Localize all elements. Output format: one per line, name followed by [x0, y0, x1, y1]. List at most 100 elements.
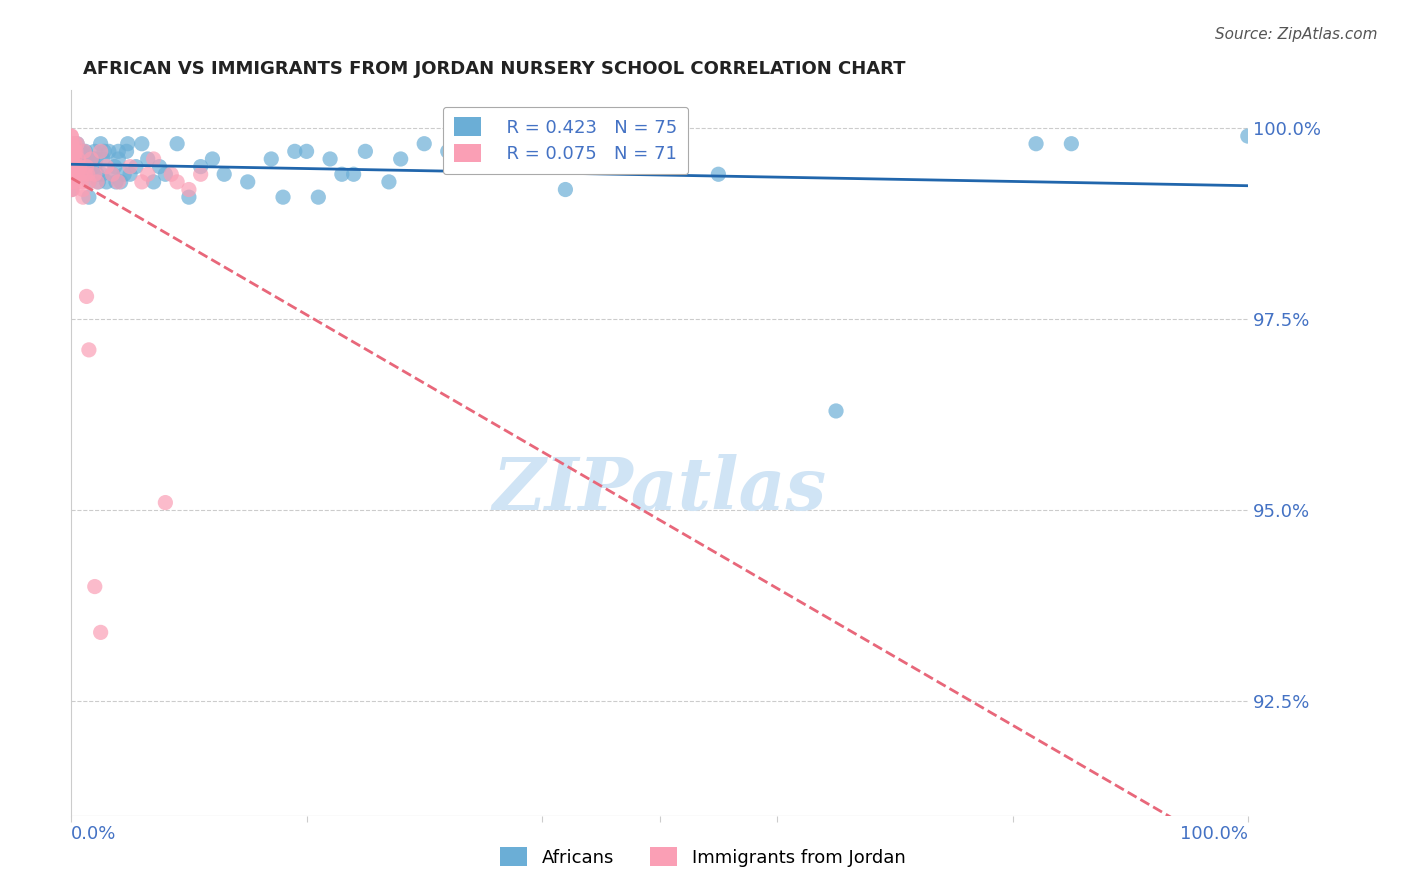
Africans — [131, 136, 153, 151]
Africans — [69, 145, 91, 159]
Africans — [110, 175, 132, 189]
Africans — [75, 145, 97, 159]
Immigrants from Jordan — [76, 160, 98, 174]
Africans — [530, 152, 553, 166]
Africans — [378, 175, 401, 189]
Africans — [107, 145, 129, 159]
Immigrants from Jordan — [90, 145, 112, 159]
Immigrants from Jordan — [60, 145, 83, 159]
Immigrants from Jordan — [76, 167, 98, 181]
Africans — [319, 152, 342, 166]
Immigrants from Jordan — [62, 167, 84, 181]
Africans — [82, 152, 104, 166]
Africans — [648, 160, 671, 174]
Immigrants from Jordan — [69, 160, 91, 174]
Immigrants from Jordan — [60, 152, 83, 166]
Africans — [343, 167, 366, 181]
Africans — [72, 160, 94, 174]
Immigrants from Jordan — [63, 136, 86, 151]
Africans — [707, 167, 730, 181]
Immigrants from Jordan — [63, 145, 86, 159]
Africans — [330, 167, 353, 181]
Immigrants from Jordan — [62, 175, 84, 189]
Immigrants from Jordan — [83, 167, 105, 181]
Africans — [97, 145, 120, 159]
Africans — [825, 404, 848, 418]
Immigrants from Jordan — [136, 167, 159, 181]
Africans — [76, 167, 98, 181]
Africans — [72, 145, 94, 159]
Africans — [104, 160, 127, 174]
Immigrants from Jordan — [60, 167, 83, 181]
Immigrants from Jordan — [60, 160, 83, 174]
Immigrants from Jordan — [60, 175, 83, 189]
Africans — [236, 175, 259, 189]
Immigrants from Jordan — [73, 145, 96, 159]
Immigrants from Jordan — [75, 167, 97, 181]
Africans — [307, 190, 329, 204]
Africans — [436, 145, 458, 159]
Africans — [77, 160, 100, 174]
Immigrants from Jordan — [60, 145, 83, 159]
Immigrants from Jordan — [62, 182, 84, 196]
Africans — [201, 152, 224, 166]
Africans — [66, 136, 89, 151]
Immigrants from Jordan — [72, 182, 94, 196]
Immigrants from Jordan — [77, 175, 100, 189]
Africans — [177, 190, 200, 204]
Africans — [83, 160, 105, 174]
Immigrants from Jordan — [63, 152, 86, 166]
Immigrants from Jordan — [76, 289, 98, 303]
Immigrants from Jordan — [60, 136, 83, 151]
Africans — [77, 175, 100, 189]
Immigrants from Jordan — [62, 152, 84, 166]
Immigrants from Jordan — [166, 175, 188, 189]
Africans — [75, 152, 97, 166]
Immigrants from Jordan — [62, 145, 84, 159]
Africans — [389, 152, 412, 166]
Africans — [112, 167, 135, 181]
Africans — [155, 167, 177, 181]
Africans — [77, 190, 100, 204]
Africans — [212, 167, 235, 181]
Africans — [60, 152, 83, 166]
Africans — [413, 136, 436, 151]
Immigrants from Jordan — [60, 167, 83, 181]
Immigrants from Jordan — [190, 167, 212, 181]
Immigrants from Jordan — [60, 167, 83, 181]
Africans — [60, 182, 83, 196]
Immigrants from Jordan — [86, 175, 108, 189]
Immigrants from Jordan — [66, 136, 89, 151]
Africans — [87, 175, 110, 189]
Immigrants from Jordan — [60, 145, 83, 159]
Immigrants from Jordan — [177, 182, 200, 196]
Immigrants from Jordan — [160, 167, 183, 181]
Africans — [190, 160, 212, 174]
Immigrants from Jordan — [67, 152, 90, 166]
Africans — [136, 152, 159, 166]
Africans — [120, 167, 142, 181]
Immigrants from Jordan — [65, 145, 87, 159]
Africans — [83, 145, 105, 159]
Africans — [125, 160, 148, 174]
Africans — [589, 136, 612, 151]
Africans — [90, 167, 112, 181]
Africans — [115, 145, 138, 159]
Africans — [1060, 136, 1083, 151]
Text: Source: ZipAtlas.com: Source: ZipAtlas.com — [1215, 27, 1378, 42]
Immigrants from Jordan — [155, 495, 177, 509]
Africans — [90, 136, 112, 151]
Text: 100.0%: 100.0% — [1180, 824, 1249, 843]
Immigrants from Jordan — [62, 136, 84, 151]
Immigrants from Jordan — [80, 152, 103, 166]
Immigrants from Jordan — [66, 167, 89, 181]
Immigrants from Jordan — [131, 175, 153, 189]
Legend: Africans, Immigrants from Jordan: Africans, Immigrants from Jordan — [494, 840, 912, 874]
Africans — [271, 190, 294, 204]
Africans — [354, 145, 377, 159]
Immigrants from Jordan — [60, 167, 83, 181]
Africans — [295, 145, 318, 159]
Africans — [76, 152, 98, 166]
Immigrants from Jordan — [62, 167, 84, 181]
Africans — [79, 167, 101, 181]
